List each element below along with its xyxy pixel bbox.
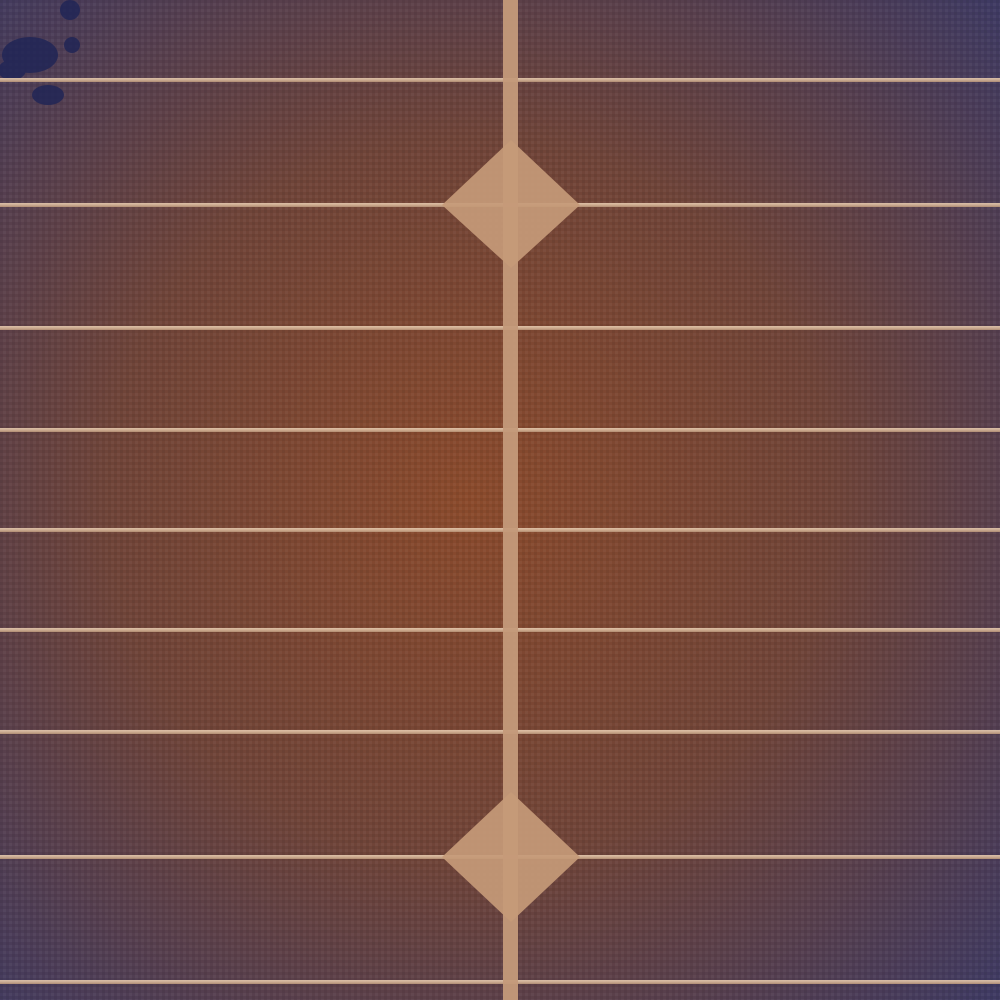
edge-spots <box>0 0 80 105</box>
finger-line <box>0 326 1000 330</box>
finger-line <box>0 628 1000 632</box>
finger-line <box>0 78 1000 82</box>
finger-line <box>0 730 1000 734</box>
busbar-pad-top <box>442 140 580 268</box>
finger-line <box>0 428 1000 432</box>
finger-line <box>0 528 1000 532</box>
busbar-pad-bottom <box>442 792 580 922</box>
finger-line <box>0 980 1000 984</box>
